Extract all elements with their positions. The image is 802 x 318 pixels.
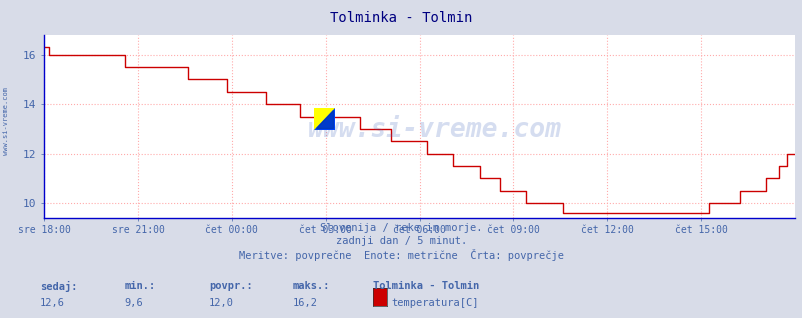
- Text: Tolminka - Tolmin: Tolminka - Tolmin: [330, 11, 472, 25]
- Text: Tolminka - Tolmin: Tolminka - Tolmin: [373, 281, 479, 291]
- Text: 16,2: 16,2: [293, 298, 318, 308]
- Text: 12,6: 12,6: [40, 298, 65, 308]
- Text: min.:: min.:: [124, 281, 156, 291]
- Text: Meritve: povprečne  Enote: metrične  Črta: povprečje: Meritve: povprečne Enote: metrične Črta:…: [239, 249, 563, 261]
- Polygon shape: [314, 108, 334, 130]
- Text: zadnji dan / 5 minut.: zadnji dan / 5 minut.: [335, 236, 467, 246]
- Text: povpr.:: povpr.:: [209, 281, 252, 291]
- Text: sedaj:: sedaj:: [40, 281, 78, 293]
- Text: maks.:: maks.:: [293, 281, 330, 291]
- Text: www.si-vreme.com: www.si-vreme.com: [307, 117, 561, 143]
- Text: 12,0: 12,0: [209, 298, 233, 308]
- Text: Slovenija / reke in morje.: Slovenija / reke in morje.: [320, 223, 482, 233]
- Polygon shape: [316, 110, 332, 128]
- Text: temperatura[C]: temperatura[C]: [391, 298, 478, 308]
- Text: 9,6: 9,6: [124, 298, 143, 308]
- Polygon shape: [314, 108, 334, 130]
- Text: www.si-vreme.com: www.si-vreme.com: [3, 87, 10, 155]
